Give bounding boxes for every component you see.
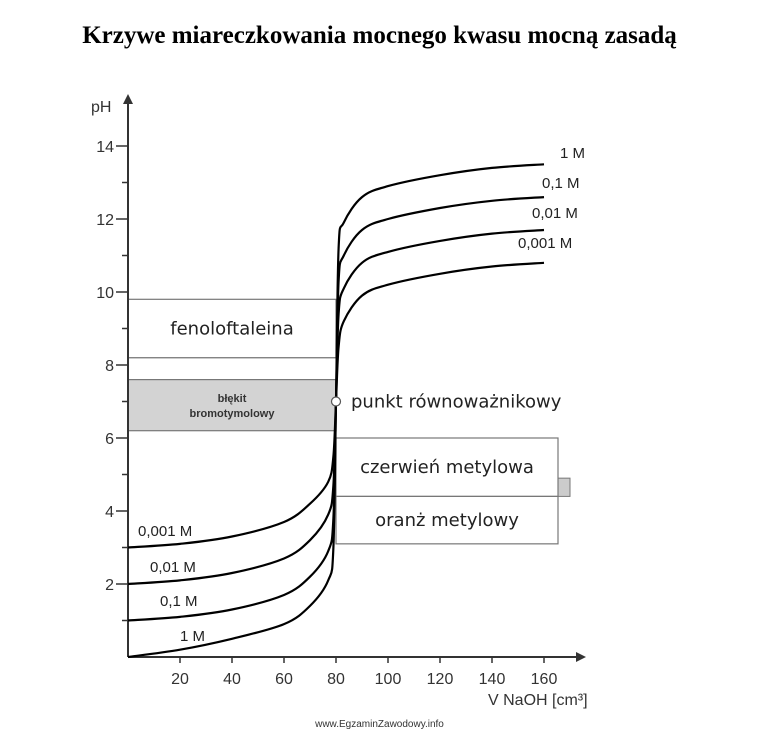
y-tick-label: 8	[105, 358, 114, 375]
chart-title: Krzywe miareczkowania mocnego kwasu mocn…	[82, 22, 677, 49]
band-oranz-metylowy	[335, 495, 559, 545]
y-tick-label: 4	[105, 504, 114, 521]
band-fenoloftaleina	[127, 298, 337, 359]
y-tick-label: 6	[105, 431, 114, 448]
series-label-left: 0,01 M	[150, 559, 196, 576]
band-label-blekit-bromotymolowy-line1: błękit	[218, 393, 247, 405]
x-tick-label: 80	[327, 671, 345, 688]
series-label-right: 0,01 M	[532, 205, 578, 222]
y-tick-label: 12	[96, 212, 114, 229]
series-label-left: 0,1 M	[160, 593, 198, 610]
x-tick-label: 140	[479, 671, 506, 688]
axes: 2 4 6 8 10 12 14 20 40 60 80 100 120 140 160 pH V NaOH […	[91, 94, 588, 709]
band-strip	[127, 357, 337, 381]
series-label-right: 0,001 M	[518, 235, 572, 252]
equivalence-point-marker	[330, 396, 342, 407]
series-label-right: 0,1 M	[542, 175, 580, 192]
band-label-fenoloftaleina: fenoloftaleina	[170, 319, 293, 340]
x-tick-label: 160	[531, 671, 558, 688]
band-label-blekit-bromotymolowy-line2: bromotymolowy	[190, 408, 276, 420]
x-axis-label: V NaOH [cm³]	[488, 692, 588, 709]
x-tick-label: 60	[275, 671, 293, 688]
y-tick-label: 14	[96, 139, 114, 156]
indicator-bands: fenoloftaleina błękit bromotymolowy czerwie…	[127, 298, 571, 545]
titration-curves	[127, 163, 545, 659]
series-label-left: 0,001 M	[138, 523, 192, 540]
x-tick-label: 20	[171, 671, 189, 688]
band-label-oranz-metylowy: oranż metylowy	[375, 510, 519, 531]
band-label-czerwien-metylowa: czerwień metylowa	[360, 457, 534, 478]
y-tick-label: 2	[105, 577, 114, 594]
band-czerwien-metylowa	[335, 437, 559, 498]
x-tick-label: 40	[223, 671, 241, 688]
y-axis-arrow	[123, 94, 133, 104]
equivalence-point-label: punkt równoważnikowy	[351, 392, 562, 413]
series-label-left: 1 M	[180, 628, 205, 645]
x-tick-label: 100	[375, 671, 402, 688]
y-tick-label: 10	[96, 285, 114, 302]
y-axis-label: pH	[91, 99, 111, 116]
x-axis-arrow	[576, 652, 586, 662]
footer-watermark: www.EgzaminZawodowy.info	[315, 719, 444, 730]
series-labels: punkt równoważnikowy 1 M 1 M 0,1 M 0,1 M 0,01…	[138, 145, 585, 645]
series-label-right: 1 M	[560, 145, 585, 162]
x-tick-label: 120	[427, 671, 454, 688]
